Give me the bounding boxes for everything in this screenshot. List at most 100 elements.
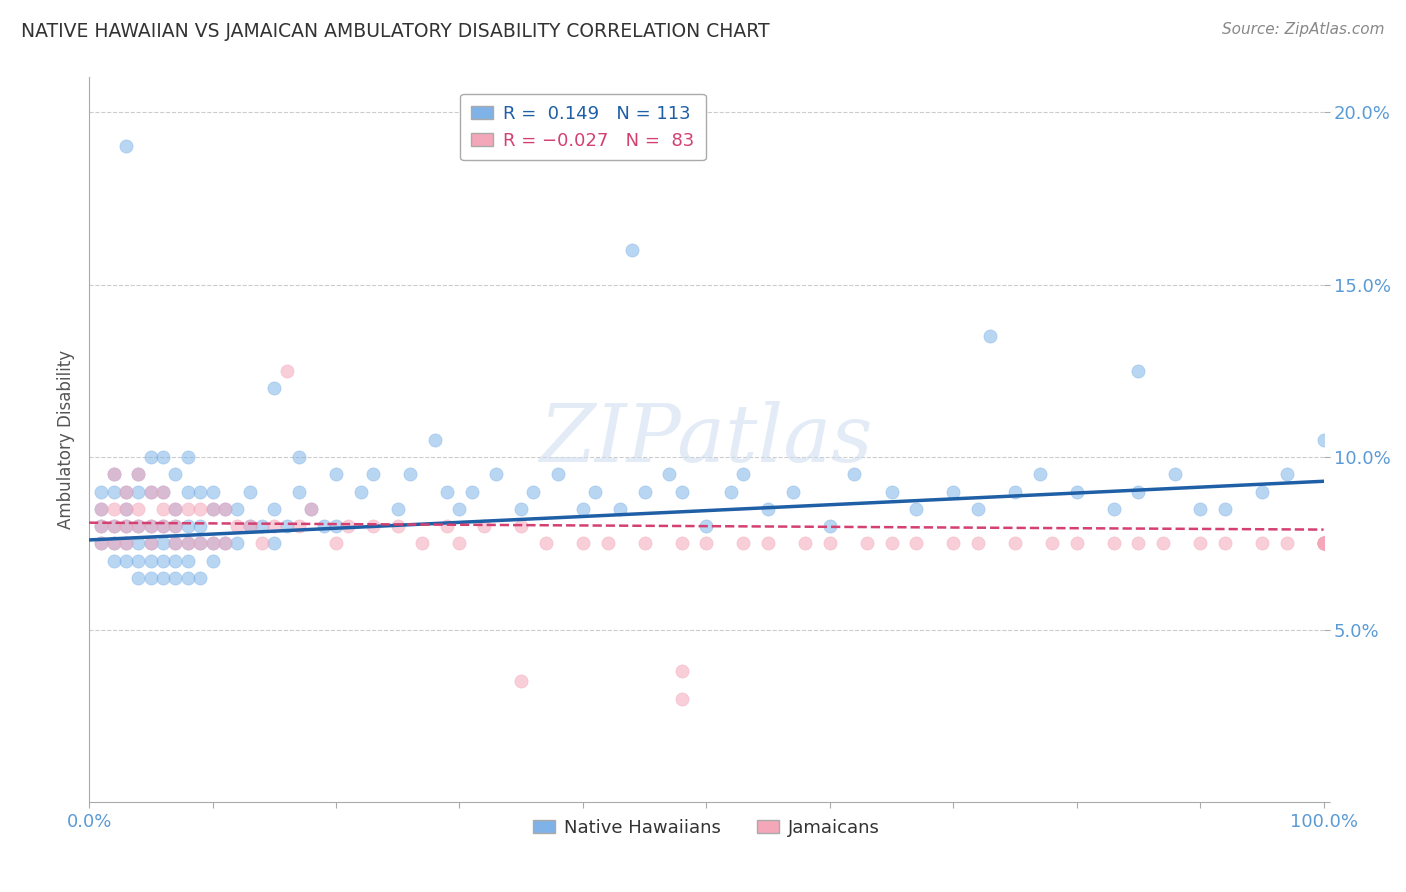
Point bbox=[165, 554, 187, 568]
Point bbox=[90, 501, 112, 516]
Point bbox=[818, 519, 841, 533]
Point bbox=[90, 484, 112, 499]
Point bbox=[942, 484, 965, 499]
Point bbox=[165, 536, 187, 550]
Point bbox=[905, 501, 928, 516]
Point bbox=[449, 536, 471, 550]
Point bbox=[583, 484, 606, 499]
Point bbox=[188, 571, 211, 585]
Point bbox=[844, 467, 866, 482]
Point bbox=[177, 519, 200, 533]
Point bbox=[214, 501, 236, 516]
Point bbox=[177, 571, 200, 585]
Point bbox=[1312, 536, 1334, 550]
Text: NATIVE HAWAIIAN VS JAMAICAN AMBULATORY DISABILITY CORRELATION CHART: NATIVE HAWAIIAN VS JAMAICAN AMBULATORY D… bbox=[21, 22, 769, 41]
Point bbox=[115, 501, 138, 516]
Point bbox=[226, 519, 249, 533]
Point bbox=[127, 536, 149, 550]
Point bbox=[214, 501, 236, 516]
Point bbox=[361, 519, 384, 533]
Point bbox=[1004, 536, 1026, 550]
Point bbox=[263, 519, 285, 533]
Point bbox=[572, 536, 595, 550]
Point bbox=[103, 484, 125, 499]
Point bbox=[90, 536, 112, 550]
Point bbox=[485, 467, 508, 482]
Point bbox=[621, 243, 644, 257]
Point bbox=[671, 691, 693, 706]
Point bbox=[152, 571, 174, 585]
Point bbox=[263, 501, 285, 516]
Point bbox=[177, 536, 200, 550]
Point bbox=[1004, 484, 1026, 499]
Point bbox=[152, 554, 174, 568]
Point bbox=[1312, 433, 1334, 447]
Point bbox=[794, 536, 817, 550]
Point bbox=[115, 519, 138, 533]
Point bbox=[226, 536, 249, 550]
Point bbox=[115, 484, 138, 499]
Point bbox=[139, 536, 162, 550]
Point bbox=[1164, 467, 1187, 482]
Point bbox=[238, 519, 260, 533]
Point bbox=[1189, 536, 1212, 550]
Point bbox=[188, 536, 211, 550]
Point bbox=[177, 484, 200, 499]
Point bbox=[165, 501, 187, 516]
Point bbox=[127, 519, 149, 533]
Point bbox=[596, 536, 619, 550]
Point bbox=[449, 501, 471, 516]
Point bbox=[1275, 536, 1298, 550]
Point bbox=[1312, 536, 1334, 550]
Point bbox=[288, 519, 311, 533]
Point bbox=[756, 536, 779, 550]
Point bbox=[139, 484, 162, 499]
Text: ZIPatlas: ZIPatlas bbox=[540, 401, 873, 479]
Point bbox=[942, 536, 965, 550]
Point bbox=[325, 467, 347, 482]
Point bbox=[695, 519, 717, 533]
Point bbox=[115, 501, 138, 516]
Point bbox=[188, 484, 211, 499]
Point bbox=[188, 536, 211, 550]
Point bbox=[127, 467, 149, 482]
Point bbox=[522, 484, 544, 499]
Point bbox=[387, 501, 409, 516]
Point bbox=[609, 501, 631, 516]
Point bbox=[856, 536, 879, 550]
Point bbox=[671, 484, 693, 499]
Point bbox=[472, 519, 495, 533]
Point bbox=[276, 519, 298, 533]
Point bbox=[152, 501, 174, 516]
Point bbox=[880, 484, 903, 499]
Point bbox=[103, 467, 125, 482]
Point bbox=[1312, 536, 1334, 550]
Point bbox=[1128, 484, 1150, 499]
Point bbox=[201, 484, 224, 499]
Point bbox=[103, 519, 125, 533]
Point bbox=[201, 501, 224, 516]
Point bbox=[165, 536, 187, 550]
Point bbox=[177, 554, 200, 568]
Point bbox=[967, 536, 990, 550]
Point bbox=[103, 536, 125, 550]
Point bbox=[337, 519, 360, 533]
Point bbox=[152, 536, 174, 550]
Point bbox=[263, 536, 285, 550]
Point bbox=[782, 484, 804, 499]
Point bbox=[1312, 536, 1334, 550]
Point bbox=[1250, 484, 1272, 499]
Point bbox=[1312, 536, 1334, 550]
Point bbox=[325, 536, 347, 550]
Point bbox=[90, 501, 112, 516]
Point bbox=[115, 139, 138, 153]
Point bbox=[1102, 501, 1125, 516]
Point bbox=[165, 519, 187, 533]
Point bbox=[115, 484, 138, 499]
Point bbox=[671, 536, 693, 550]
Point bbox=[90, 536, 112, 550]
Point bbox=[103, 519, 125, 533]
Point bbox=[510, 501, 533, 516]
Point bbox=[127, 467, 149, 482]
Point bbox=[103, 467, 125, 482]
